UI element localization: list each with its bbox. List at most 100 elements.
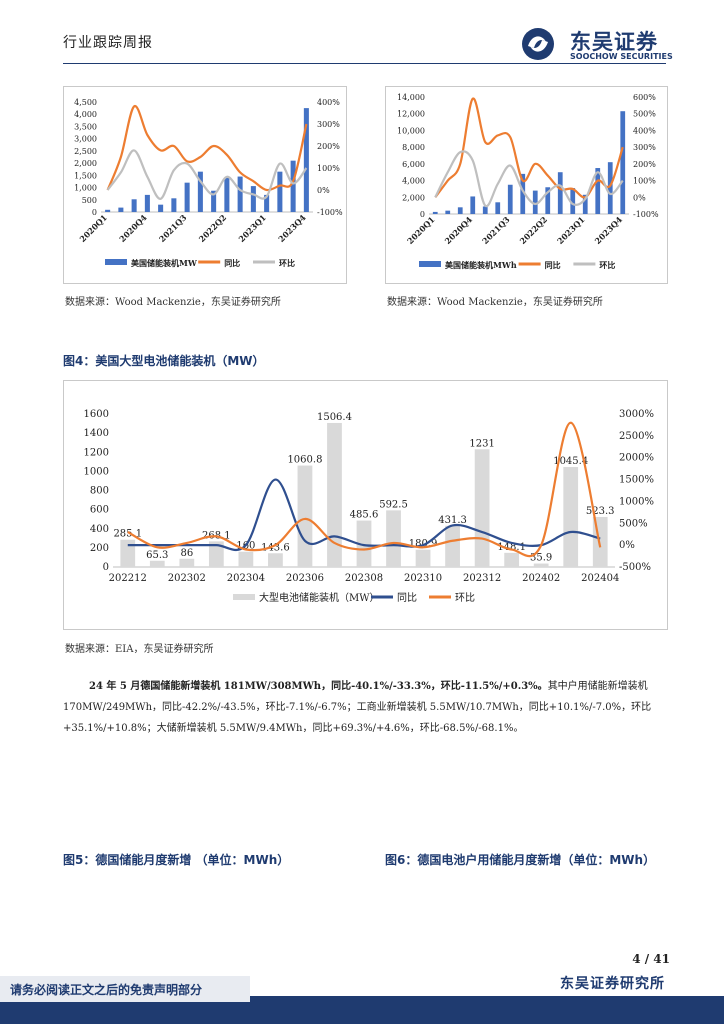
y2-tick-label: 1000% (619, 496, 654, 507)
series-line-同比 (127, 478, 601, 552)
bar-2022Q3 (237, 176, 243, 212)
bar-2023Q2 (595, 168, 601, 214)
bar-2020Q3 (131, 199, 137, 212)
chart-us-storage-mw: 0 500 1,000 1,500 2,000 2,500 3,000 3,500 4,000 4… (74, 98, 343, 268)
data-label: 523.3 (586, 506, 615, 517)
x-tick-label: 2022Q2 (197, 212, 229, 244)
data-label: 35.9 (530, 553, 552, 564)
bar-2023Q3 (290, 160, 296, 212)
bar-2021Q1 (158, 204, 164, 212)
y-tick-label: 2,500 (74, 147, 97, 156)
series-line-环比 (127, 421, 602, 558)
bar-2020Q4 (470, 196, 476, 214)
legend-label: 环比 (279, 258, 295, 268)
data-label: 1506.4 (317, 412, 352, 423)
x-tick-label: 202302 (168, 573, 206, 584)
bar-202307 (327, 422, 342, 567)
source-note-left: 数据来源：Wood Mackenzie，东吴证券研究所 (65, 297, 281, 308)
y-tick-label: 12,000 (397, 110, 425, 119)
legend-label: 环比 (599, 260, 615, 270)
chart-frame-fig4 (63, 380, 668, 630)
legend-swatch (233, 594, 255, 600)
body-paragraph-rest: 其中户用储能新增装机170MW/249MWh，同比-42.2%/-43.5%，环… (63, 681, 652, 734)
legend-label: 同比 (224, 258, 240, 268)
y2-tick-label: -500% (619, 562, 651, 573)
data-label: 143.6 (261, 542, 290, 553)
series-line-同比 (106, 105, 308, 192)
y2-tick-label: -100% (633, 210, 659, 219)
x-tick-label: 202308 (345, 573, 383, 584)
x-tick-label: 202212 (109, 573, 147, 584)
footer-disclaimer: 请务必阅读正文之后的免责声明部分 (10, 983, 203, 997)
y-tick-label: 1000 (84, 466, 109, 477)
data-label: 431.3 (438, 515, 467, 526)
bar-2022Q2 (545, 187, 551, 214)
y2-tick-label: 300% (317, 120, 340, 129)
y-tick-label: 1200 (84, 447, 109, 458)
y-tick-label: 4,500 (74, 98, 97, 107)
bar-2021Q3 (184, 182, 190, 212)
y2-tick-label: 1500% (619, 475, 654, 486)
data-label: 485.6 (350, 510, 379, 521)
data-label: 65.3 (146, 550, 168, 561)
y-tick-label: 2,000 (402, 193, 425, 202)
bar-2020Q2 (118, 207, 124, 212)
bar-2022Q3 (557, 172, 563, 214)
bar-2021Q2 (171, 198, 177, 212)
y-tick-label: 10,000 (397, 126, 425, 135)
bar-202308 (356, 520, 372, 567)
y-tick-label: 2,000 (74, 159, 97, 168)
bar-2021Q1 (482, 206, 488, 214)
bar-202301 (149, 560, 165, 567)
chart-us-storage-mwh: 0 2,000 4,000 6,000 8,000 10,000 12,000 14,000 -… (397, 93, 659, 270)
y-tick-label: 0 (92, 208, 97, 217)
source-note-right: 数据来源：Wood Mackenzie，东吴证券研究所 (387, 297, 603, 308)
figure5-title: 图5：德国储能月度新增 （单位：MWh） (63, 853, 290, 867)
y-tick-label: 6,000 (402, 160, 425, 169)
x-tick-label: 2020Q1 (77, 212, 109, 244)
x-tick-label: 202404 (581, 573, 619, 584)
x-tick-label: 2022Q2 (517, 214, 549, 246)
soochow-logo-icon (522, 28, 554, 60)
chart-frame-us-mw (63, 86, 347, 284)
y2-tick-label: 0% (317, 186, 330, 195)
series-line-环比 (106, 149, 308, 200)
data-label: 1231 (469, 438, 494, 449)
bar-2022Q1 (211, 190, 217, 212)
data-label: 148.1 (497, 542, 526, 553)
y2-tick-label: -100% (317, 208, 343, 217)
bar-2020Q1 (432, 211, 438, 214)
y2-tick-label: 0% (633, 193, 646, 202)
y2-tick-label: 100% (633, 177, 656, 186)
y-tick-label: 400 (90, 524, 109, 535)
y2-tick-label: 200% (633, 160, 656, 169)
report-type-label: 行业跟踪周报 (63, 35, 153, 51)
y2-tick-label: 400% (317, 98, 340, 107)
bar-202304 (238, 551, 254, 567)
figure4-title: 图4：美国大型电池储能装机（MW） (63, 354, 265, 368)
data-label: 285.1 (113, 529, 142, 540)
bar-202305 (268, 553, 283, 567)
y-tick-label: 0 (420, 210, 425, 219)
bar-2023Q3 (607, 162, 613, 214)
x-tick-label: 2020Q4 (117, 212, 149, 244)
bar-202310 (415, 549, 431, 567)
chart-frame-us-mwh (385, 86, 668, 284)
bar-2023Q1 (264, 194, 270, 212)
bar-2022Q2 (224, 177, 230, 212)
bar-2021Q2 (495, 202, 501, 214)
x-tick-label: 202310 (404, 573, 442, 584)
body-paragraph-lead: 24 年 5 月德国储能新增装机 181MW/308MWh，同比-40.1%/-… (89, 681, 548, 692)
x-tick-label: 2021Q3 (157, 212, 189, 244)
bar-2022Q1 (532, 190, 538, 214)
x-tick-label: 2020Q4 (442, 214, 474, 246)
brand-name-en: SOOCHOW SECURITIES (570, 52, 673, 61)
y-tick-label: 4,000 (74, 110, 97, 119)
y2-tick-label: 600% (633, 93, 656, 102)
bar-202402 (533, 563, 549, 567)
page-number: 4 / 41 (632, 952, 670, 966)
y2-tick-label: 200% (317, 142, 340, 151)
body-paragraph: 24 年 5 月德国储能新增装机 181MW/308MWh，同比-40.1%/-… (63, 676, 666, 739)
bar-2020Q2 (445, 210, 451, 214)
bar-2021Q4 (197, 171, 203, 212)
